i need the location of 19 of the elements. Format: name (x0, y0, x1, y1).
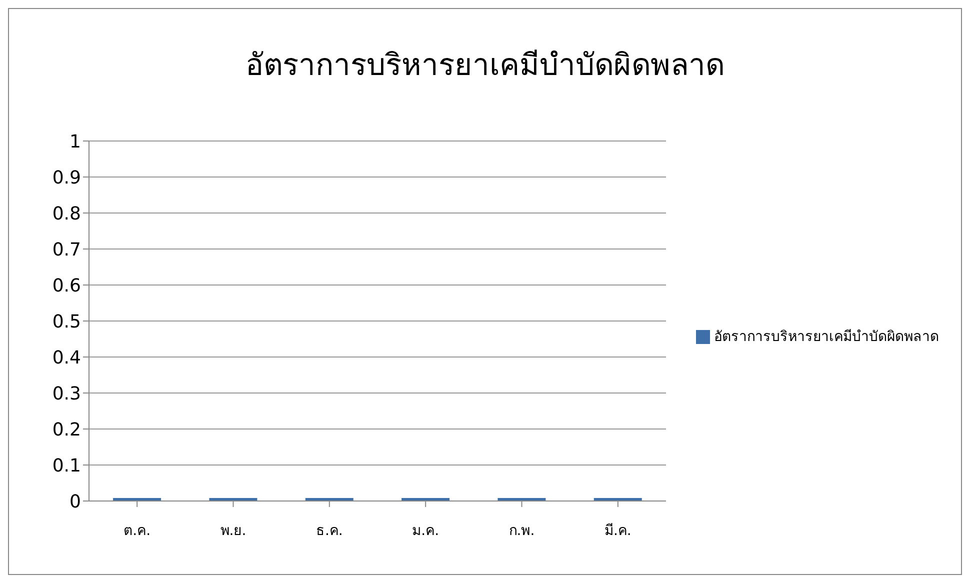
x-tick-label: ต.ค. (124, 522, 151, 539)
y-tick-label: 0.8 (52, 203, 81, 224)
y-tick-label: 0.9 (52, 167, 81, 188)
legend-label: อัตราการบริหารยาเคมีบำบัดผิดพลาด (714, 329, 939, 345)
y-tick-label: 0.4 (52, 347, 81, 368)
y-tick-label: 0.1 (52, 455, 81, 476)
y-tick-label: 0.7 (52, 239, 81, 260)
y-tick-label: 0 (70, 491, 81, 512)
y-tick-label: 0.5 (52, 311, 81, 332)
x-tick-label: ก.พ. (508, 522, 535, 539)
y-tick-label: 0.6 (52, 275, 81, 296)
x-tick-label: ธ.ค. (316, 522, 343, 539)
y-tick-label: 0.3 (52, 383, 81, 404)
y-tick-label: 1 (70, 131, 81, 152)
y-tick-label: 0.2 (52, 419, 81, 440)
chart-title: อัตราการบริหารยาเคมีบำบัดผิดพลาด (244, 47, 726, 85)
x-tick-label: พ.ย. (220, 522, 246, 539)
x-tick-label: มี.ค. (604, 522, 632, 539)
x-tick-label: ม.ค. (412, 522, 440, 539)
